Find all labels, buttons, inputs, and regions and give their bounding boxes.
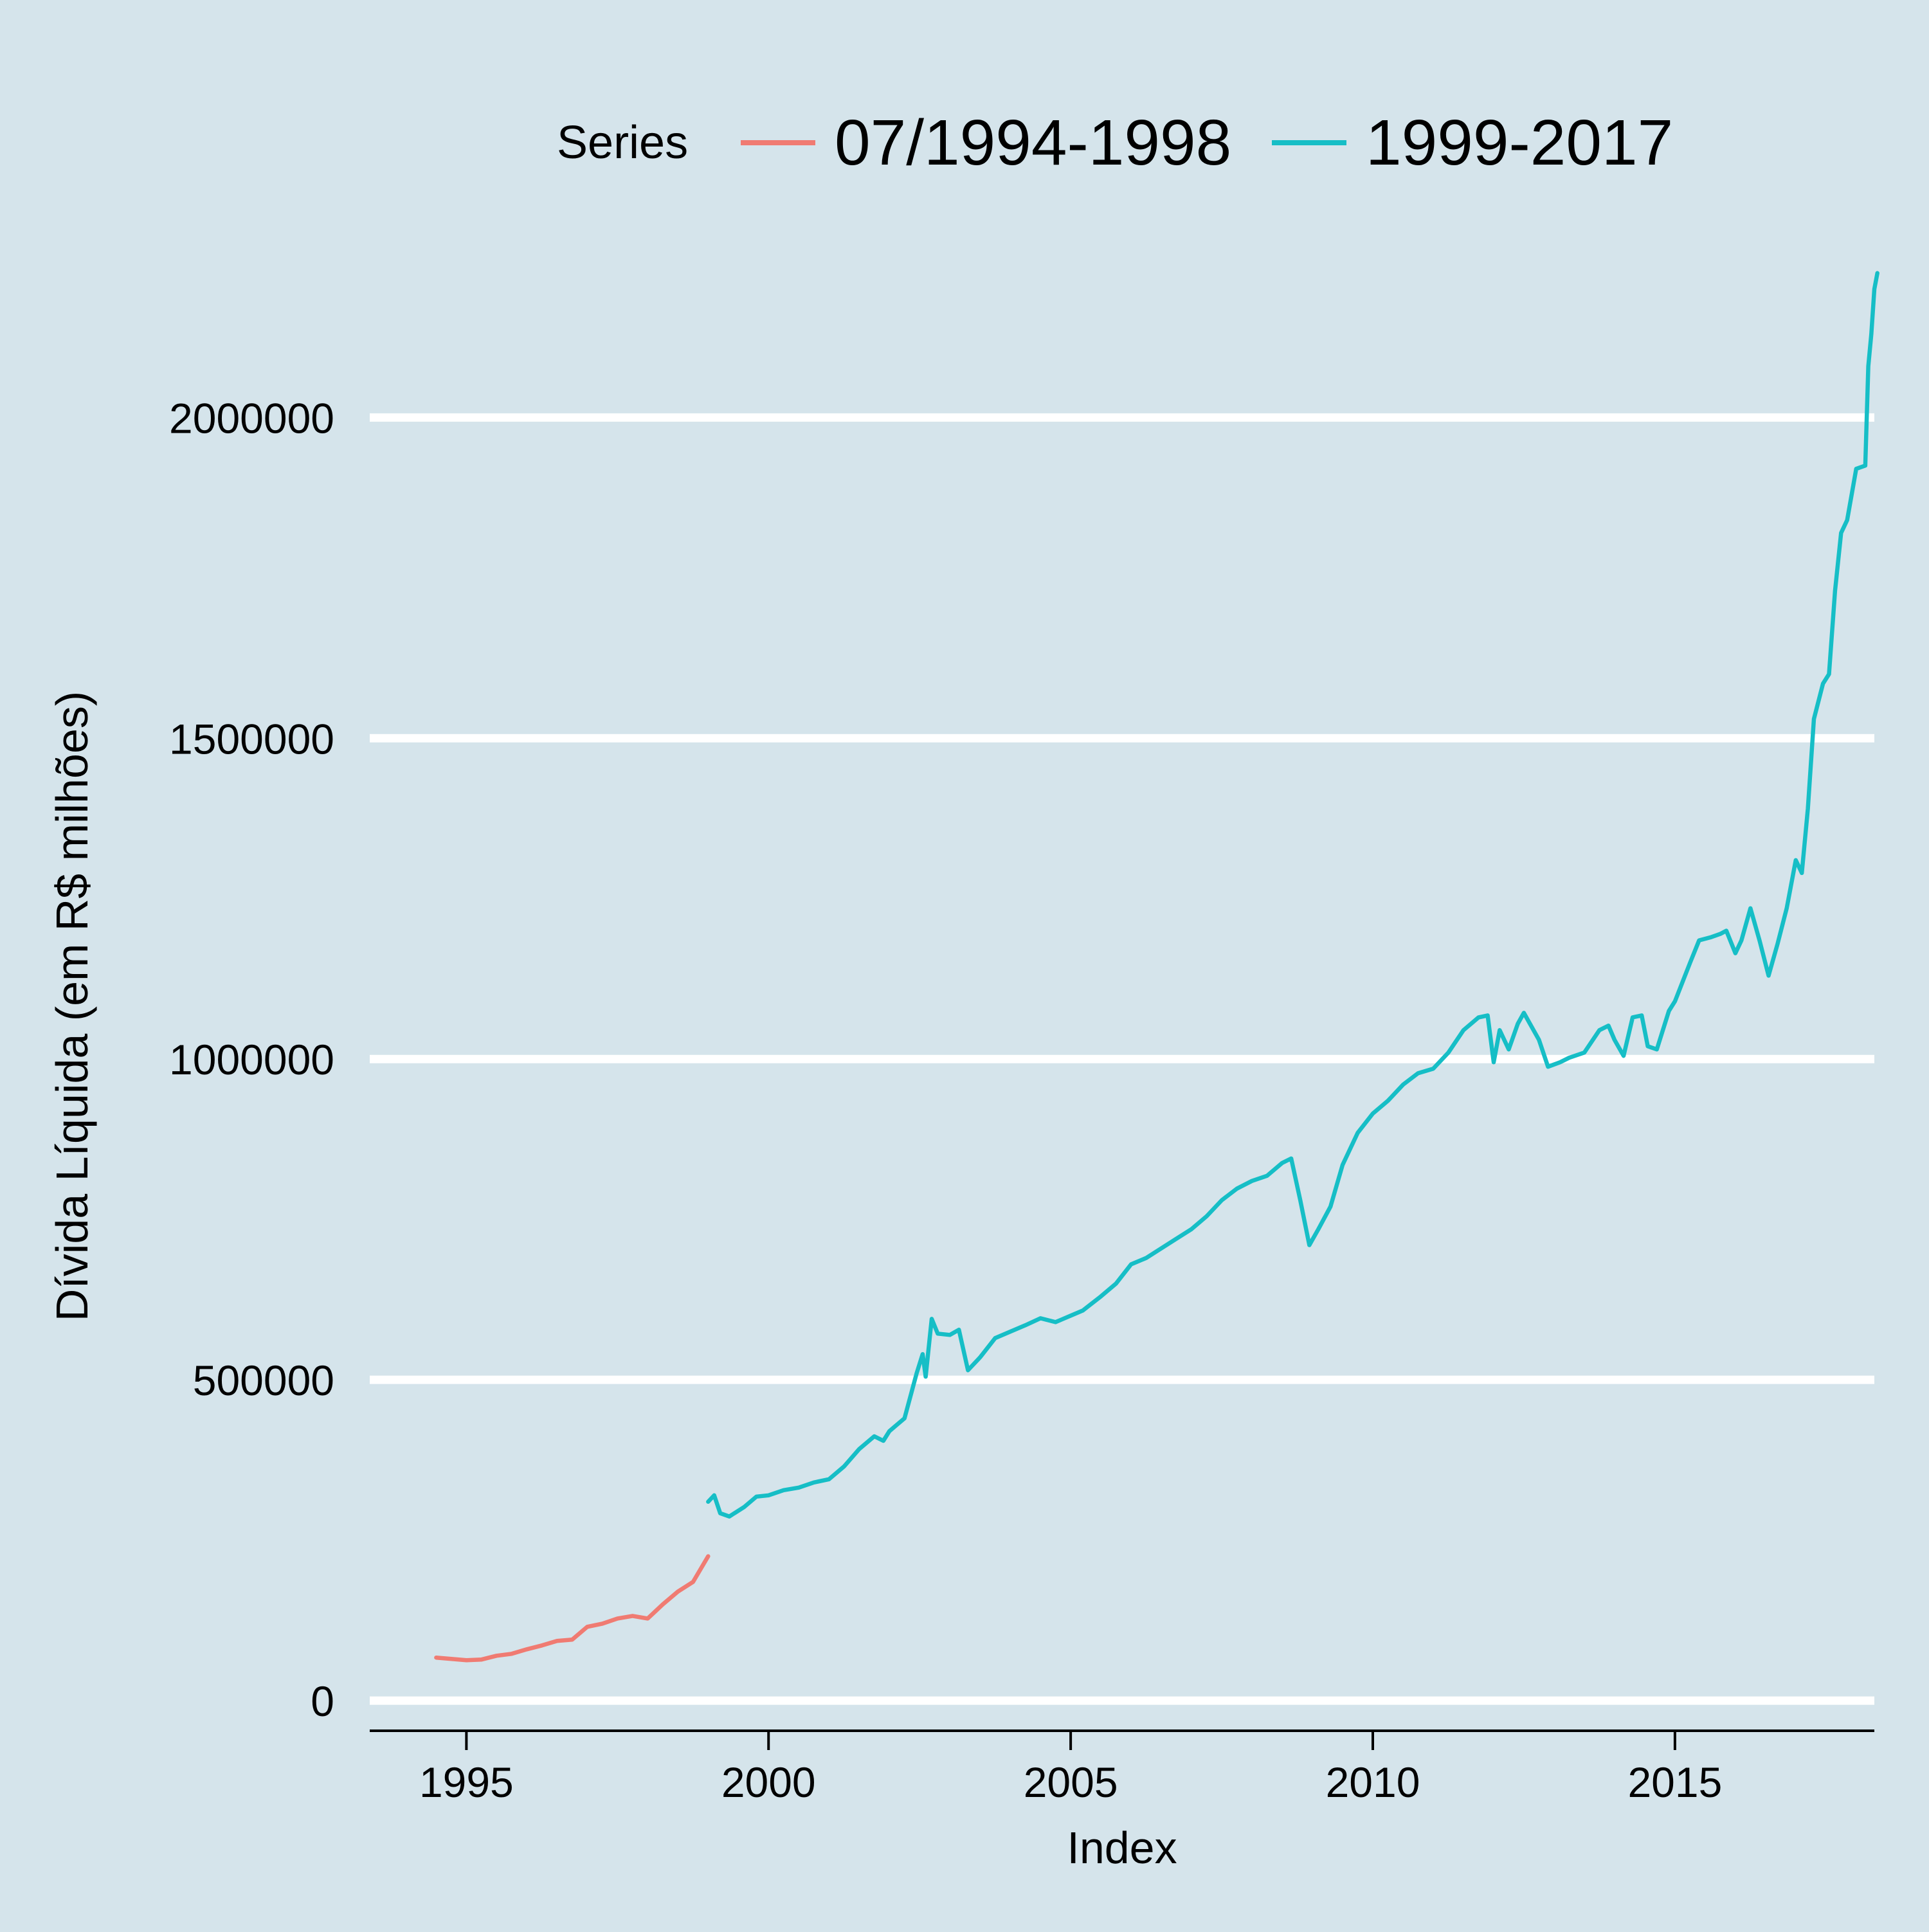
x-axis (370, 1729, 1874, 1750)
y-tick-label-2: 1000000 (169, 1036, 334, 1083)
y-axis-title: Dívida Líquida (em R$ milhões) (47, 691, 97, 1321)
legend-title: Series (557, 117, 688, 168)
series-lines (434, 271, 1879, 1663)
y-tick-label-0: 0 (311, 1677, 334, 1725)
legend-label-series-2: 1999-2017 (1366, 107, 1673, 179)
x-tick-label-1: 2000 (721, 1758, 816, 1806)
x-tick-label-2: 2005 (1024, 1758, 1118, 1806)
y-tick-label-4: 2000000 (169, 394, 334, 442)
x-axis-title: Index (1067, 1823, 1177, 1873)
legend-label-series-1: 07/1994-1998 (835, 107, 1231, 179)
y-tick-label-3: 1500000 (169, 715, 334, 763)
x-tick-label-4: 2015 (1627, 1758, 1722, 1806)
tick-labels: 0 500000 1000000 1500000 2000000 1995 2000 2005… (169, 394, 1722, 1806)
y-tick-label-1: 500000 (193, 1357, 334, 1404)
x-tick-label-3: 2010 (1326, 1758, 1420, 1806)
legend: Series 07/1994-1998 1999-2017 (557, 107, 1673, 179)
series-line-2 (706, 271, 1879, 1519)
x-tick-label-0: 1995 (419, 1758, 514, 1806)
series-line-1 (434, 1554, 711, 1663)
gridlines (370, 413, 1874, 1705)
